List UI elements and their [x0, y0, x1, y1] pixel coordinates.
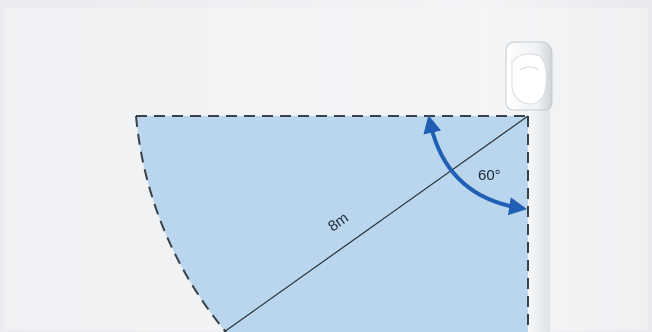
corner-pillar [528, 100, 550, 332]
angle-arrow-icon [423, 114, 528, 216]
angle-label: 60° [478, 167, 501, 184]
coverage-arc-edge [135, 115, 227, 332]
motion-sensor-icon [505, 41, 553, 111]
